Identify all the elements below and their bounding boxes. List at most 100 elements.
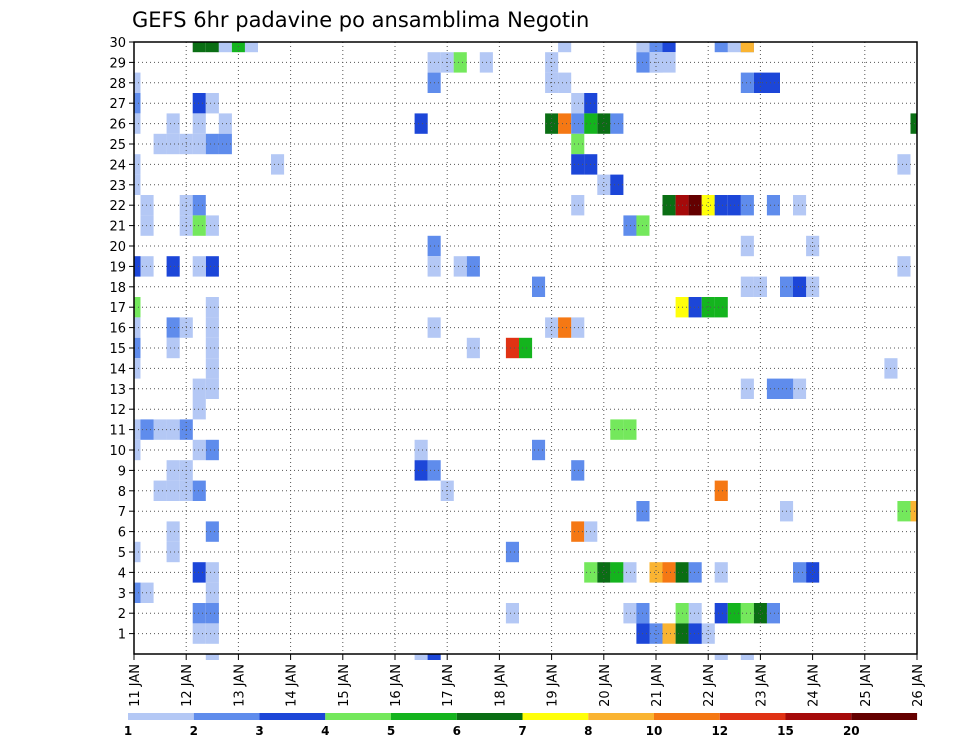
precip-cell xyxy=(466,337,480,359)
y-tick-label: 28 xyxy=(109,77,126,92)
precip-cell xyxy=(714,480,728,501)
precip-cell xyxy=(571,93,585,114)
precip-cell xyxy=(701,195,715,216)
x-tick-label: 14 JAN xyxy=(285,664,300,707)
precip-cell xyxy=(192,195,206,216)
colorbar-segment xyxy=(128,713,194,720)
precip-cell xyxy=(205,133,219,155)
precip-cell xyxy=(505,337,519,359)
precip-cell xyxy=(453,52,467,73)
precip-cell xyxy=(558,113,572,134)
precip-cell xyxy=(571,317,585,338)
precip-cell xyxy=(427,654,441,660)
x-tick-label: 11 JAN xyxy=(128,664,143,707)
precip-cell xyxy=(192,603,206,624)
precip-cell xyxy=(205,256,219,277)
y-tick-label: 25 xyxy=(109,138,126,153)
precip-cell xyxy=(701,297,715,318)
colorbar-label: 7 xyxy=(518,724,526,738)
precip-cell xyxy=(610,174,624,195)
precip-cell xyxy=(766,378,780,399)
precip-cell xyxy=(688,297,702,318)
precip-cell xyxy=(740,276,754,297)
colorbar-segment xyxy=(325,713,392,720)
precip-cell xyxy=(753,603,767,624)
colorbar-label: 10 xyxy=(646,724,663,738)
x-tick-label: 20 JAN xyxy=(598,664,613,707)
precip-cell xyxy=(166,256,180,277)
precip-cell xyxy=(714,603,728,624)
precip-cell xyxy=(636,42,650,53)
precip-cell xyxy=(205,378,219,399)
precip-cell xyxy=(688,195,702,216)
precip-cell xyxy=(414,439,428,461)
precip-cell xyxy=(649,623,663,644)
y-tick-label: 14 xyxy=(109,362,126,377)
precip-cell xyxy=(134,297,141,318)
x-tick-label: 26 JAN xyxy=(911,664,926,707)
colorbar-segment xyxy=(654,713,720,720)
x-tick-label: 13 JAN xyxy=(232,664,247,707)
precip-cell xyxy=(806,562,820,583)
precip-cell xyxy=(140,419,154,440)
precip-cell xyxy=(688,603,702,624)
precip-cell xyxy=(153,480,167,501)
x-axis-ticks: 11 JAN 12 JAN 13 JAN 14 JAN 15 JAN 16 JAN 17 J… xyxy=(128,654,926,707)
precip-cell xyxy=(662,623,676,644)
y-tick-label: 1 xyxy=(118,628,126,643)
precip-cell xyxy=(505,603,519,624)
precip-cell xyxy=(662,42,676,53)
x-tick-label: 24 JAN xyxy=(807,664,822,707)
y-tick-label: 8 xyxy=(118,485,126,500)
colorbar-segment xyxy=(785,713,852,720)
colorbar-label: 6 xyxy=(453,724,461,738)
colorbar-label: 4 xyxy=(321,724,329,738)
precip-cell xyxy=(218,113,232,134)
precip-cell xyxy=(134,582,141,603)
precip-cell xyxy=(466,256,480,277)
precip-cell xyxy=(793,276,807,297)
precip-cell xyxy=(897,256,911,277)
precip-cell xyxy=(192,215,206,236)
precip-cell xyxy=(910,501,917,522)
x-tick-label: 23 JAN xyxy=(754,664,769,707)
precip-cell xyxy=(740,72,754,93)
precip-cell xyxy=(205,654,219,660)
y-tick-label: 13 xyxy=(109,383,126,398)
precip-cell xyxy=(453,256,467,277)
precip-cell xyxy=(558,72,572,93)
precip-cell xyxy=(714,42,728,53)
y-axis-ticks: 1234567891011121314151617181920212223242… xyxy=(109,36,134,643)
precip-cell xyxy=(205,562,219,583)
precip-cell xyxy=(649,562,663,583)
precip-cell xyxy=(623,215,637,236)
precip-cell xyxy=(166,460,180,481)
precip-cell xyxy=(134,154,141,175)
precip-cell xyxy=(205,439,219,461)
precip-cell xyxy=(134,317,141,338)
colorbar-label: 2 xyxy=(190,724,198,738)
colorbar-segment xyxy=(719,713,786,720)
colorbar: 1 2 3 4 5 6 7 8 10 12 15 20 xyxy=(124,713,918,738)
colorbar-label: 20 xyxy=(843,724,860,738)
precip-cell xyxy=(192,562,206,583)
precip-cell xyxy=(218,42,232,53)
precip-cell xyxy=(205,215,219,236)
precip-cell xyxy=(623,562,637,583)
colorbar-label: 8 xyxy=(584,724,592,738)
y-tick-label: 26 xyxy=(109,118,126,133)
precip-cell xyxy=(793,195,807,216)
precip-cell xyxy=(662,562,676,583)
precip-cell xyxy=(766,72,780,93)
precip-cell xyxy=(166,419,180,440)
y-tick-label: 19 xyxy=(109,260,126,275)
precip-cell xyxy=(714,654,728,660)
precip-cell xyxy=(714,562,728,583)
precip-cell xyxy=(505,541,519,563)
precip-cell xyxy=(134,72,141,93)
colorbar-segment xyxy=(456,713,523,720)
precip-cell xyxy=(897,154,911,175)
y-tick-label: 12 xyxy=(109,403,126,418)
precip-cell xyxy=(205,623,219,644)
